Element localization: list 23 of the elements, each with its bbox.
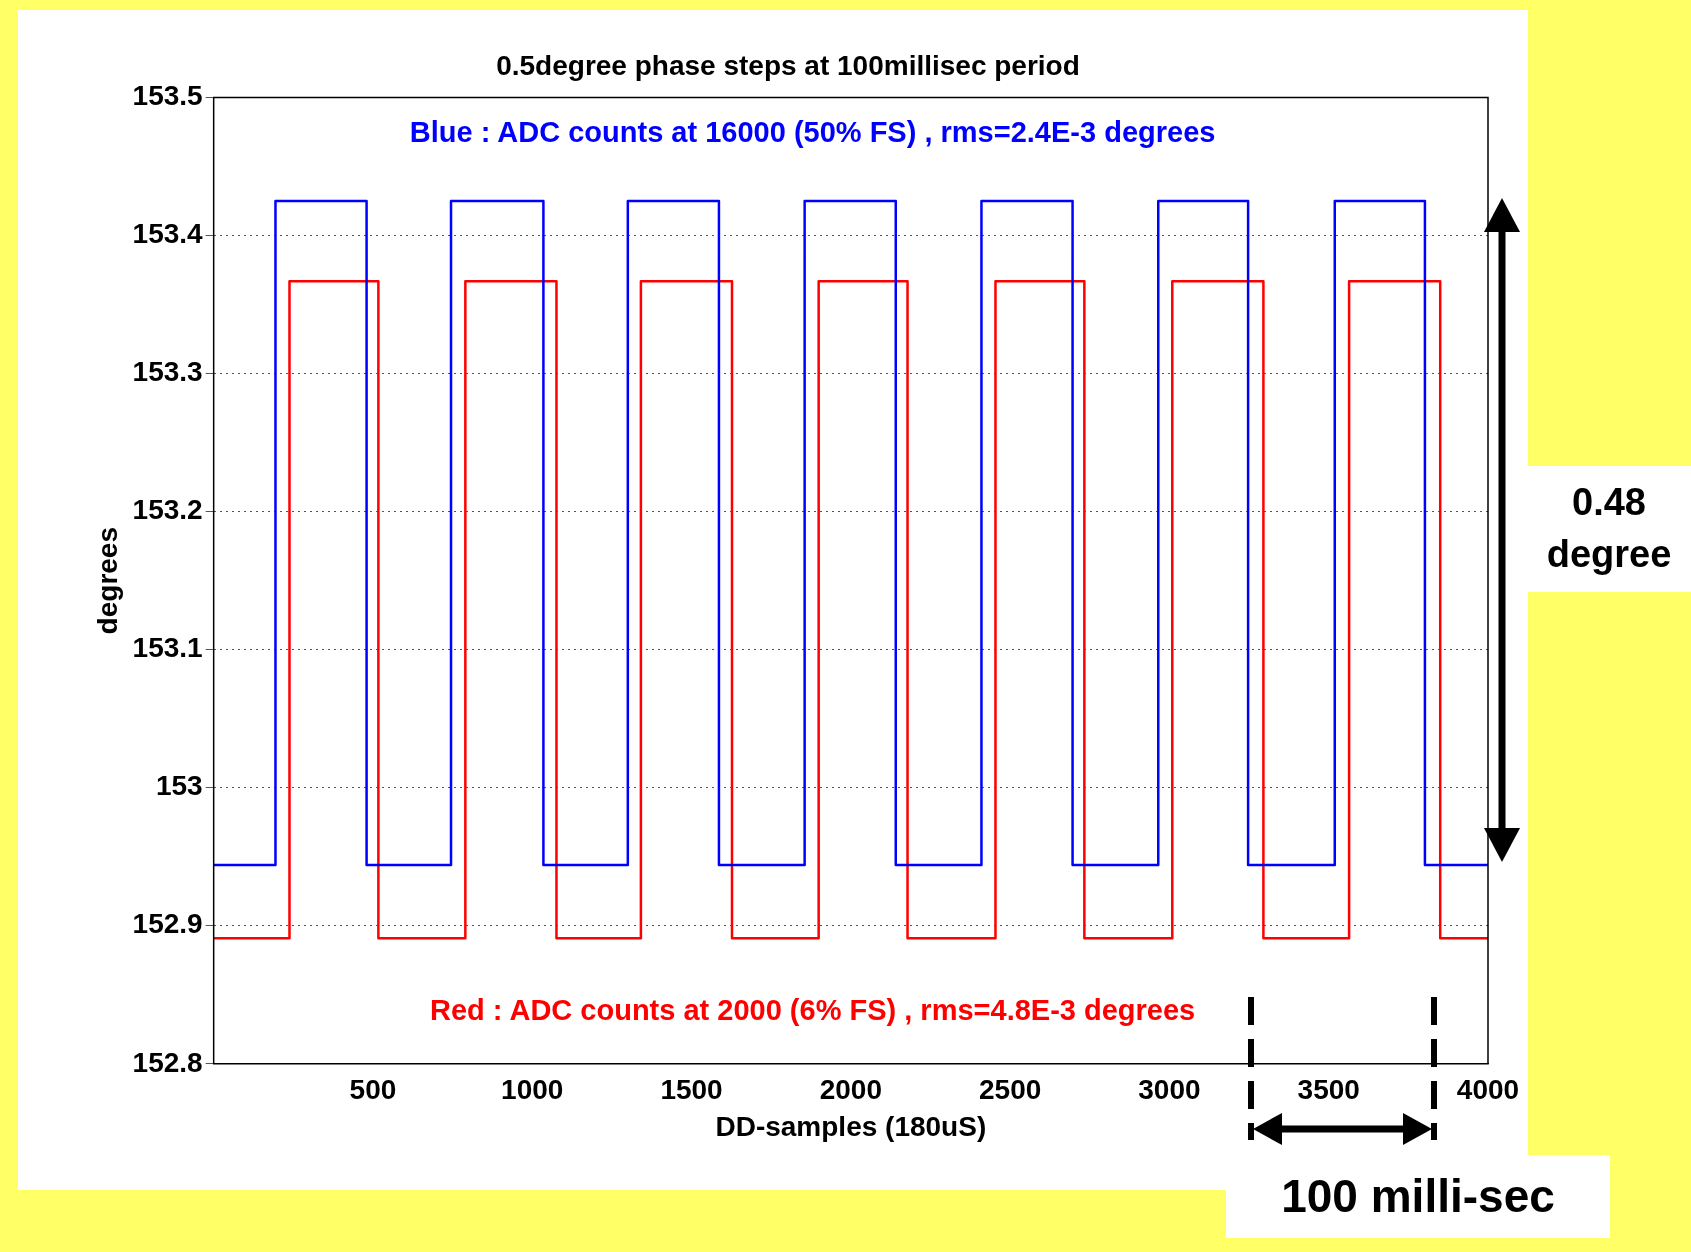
annotation: Blue : ADC counts at 16000 (50% FS) , rms=2.4E-3 degrees [409, 115, 1216, 148]
annotation: Red : ADC counts at 2000 (6% FS) , rms=4.8E-3 degrees [429, 993, 1196, 1026]
y-axis-title: degrees [91, 527, 123, 635]
chart-title: 0.5degree phase steps at 100millisec period [496, 49, 1080, 81]
y-tick-label: 152.9 [132, 908, 203, 940]
y-tick-label: 153.1 [132, 632, 203, 664]
x-tick-label: 3000 [1138, 1074, 1201, 1106]
text: 0.48 degree [1527, 466, 1691, 592]
x-axis-title: DD-samples (180uS) [715, 1110, 987, 1142]
y-tick-label: 153.4 [132, 218, 204, 250]
y-tick-label: 153 [155, 770, 203, 802]
text: 100 milli-sec [1226, 1155, 1610, 1238]
x-tick-label: 500 [349, 1074, 397, 1106]
x-tick-label: 2000 [819, 1074, 882, 1106]
x-tick-label: 1000 [501, 1074, 564, 1106]
y-tick-label: 153.3 [132, 356, 203, 388]
y-tick-label: 153.2 [132, 494, 203, 526]
x-tick-label: 1500 [660, 1074, 723, 1106]
y-tick-label: 152.8 [132, 1046, 203, 1078]
y-tick-label: 153.5 [132, 80, 203, 112]
x-tick-label: 2500 [978, 1074, 1042, 1106]
x-tick-label: 3500 [1297, 1074, 1360, 1106]
x-tick-label: 4000 [1456, 1074, 1520, 1106]
